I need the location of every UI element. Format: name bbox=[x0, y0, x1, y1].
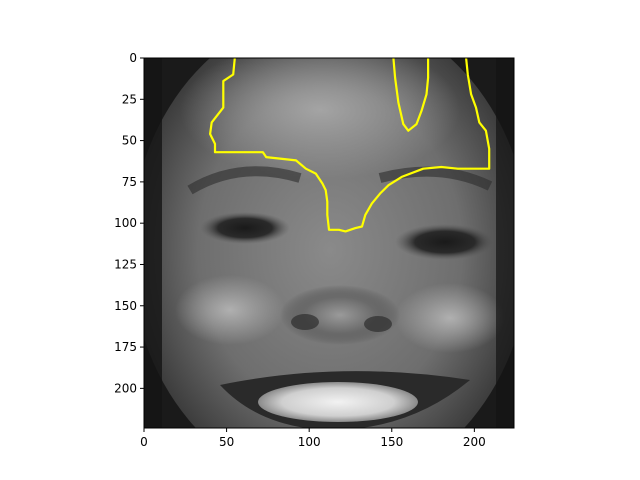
y-tick-label: 150 bbox=[114, 299, 137, 313]
x-tick-label: 150 bbox=[380, 435, 403, 449]
y-tick-label: 25 bbox=[122, 92, 137, 106]
y-tick-label: 100 bbox=[114, 216, 137, 230]
y-axis-ticks: 0 25 50 75 100 125 150 175 200 bbox=[114, 51, 144, 395]
y-tick-label: 50 bbox=[122, 134, 137, 148]
x-tick-label: 50 bbox=[219, 435, 234, 449]
contour-line-2 bbox=[392, 58, 430, 132]
x-tick-label: 0 bbox=[140, 435, 148, 449]
y-tick-label: 0 bbox=[129, 51, 137, 65]
x-tick-label: 200 bbox=[463, 435, 486, 449]
y-tick-label: 75 bbox=[122, 175, 137, 189]
y-tick-label: 175 bbox=[114, 340, 137, 354]
contour-overlay bbox=[209, 58, 491, 233]
contour-line-1 bbox=[209, 58, 491, 233]
face-image bbox=[144, 58, 514, 428]
y-tick-label: 200 bbox=[114, 381, 137, 395]
y-tick-label: 125 bbox=[114, 257, 137, 271]
x-axis-ticks: 0 50 100 150 200 bbox=[140, 428, 486, 449]
x-tick-label: 100 bbox=[298, 435, 321, 449]
axes-frame bbox=[143, 57, 515, 429]
